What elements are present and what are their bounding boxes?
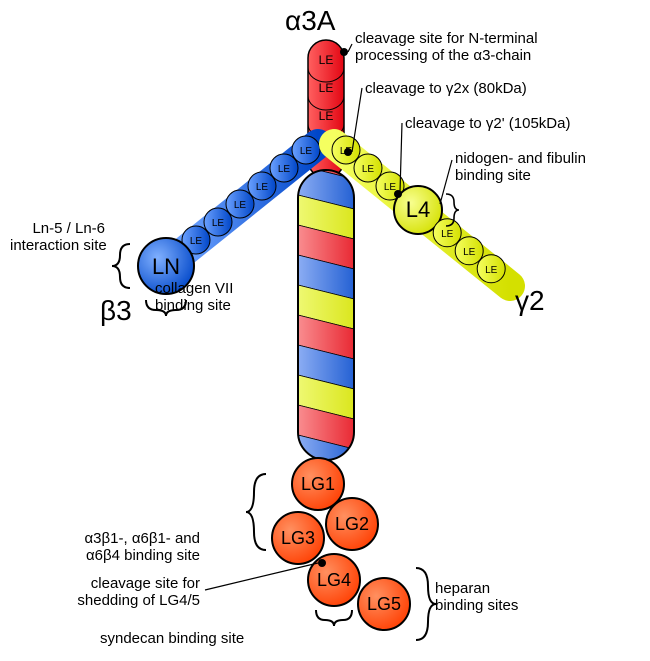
ln-label: LN: [152, 254, 180, 279]
brace-heparan: [416, 568, 436, 640]
cleave-alpha-annot: cleavage site for N-terminal processing …: [355, 30, 538, 65]
le-label: LE: [278, 164, 291, 175]
heparan-annot: heparan binding sites: [435, 580, 518, 615]
nidogen-annot: nidogen- and fibulin binding site: [455, 150, 586, 185]
leader-line: [205, 563, 318, 590]
leader-line: [348, 44, 352, 52]
le-label: LE: [319, 109, 334, 123]
le-label: LE: [256, 182, 269, 193]
syndecan-annot: syndecan binding site: [100, 630, 244, 647]
cleavage-dot: [394, 190, 402, 198]
leader-line: [440, 160, 452, 204]
le-label: LE: [300, 146, 313, 157]
alpha-chain-label: α3A: [285, 5, 335, 37]
gamma-chain-label: γ2: [515, 285, 545, 317]
beta-chain-label: β3: [100, 295, 132, 327]
lg-label: LG1: [301, 474, 335, 494]
brace-syndecan: [316, 610, 352, 626]
ln56-annot: Ln-5 / Ln-6 interaction site: [10, 220, 105, 255]
cleavage-dot: [318, 559, 326, 567]
cleavage-dot: [340, 48, 348, 56]
integrin-annot: α3β1-, α6β1- and α6β4 binding site: [60, 530, 200, 565]
cleave-g2x-annot: cleavage to γ2x (80kDa): [365, 80, 527, 97]
cleave-g2p-annot: cleavage to γ2' (105kDa): [405, 115, 570, 132]
le-label: LE: [362, 164, 375, 175]
cleavage-dot: [344, 148, 352, 156]
le-label: LE: [485, 265, 498, 276]
col7-annot: collagen VII binding site: [155, 280, 233, 315]
le-label: LE: [212, 218, 225, 229]
brace-ln56: [112, 244, 130, 288]
shed-annot: cleavage site for shedding of LG4/5: [50, 575, 200, 610]
lg-label: LG4: [317, 570, 351, 590]
lg-label: LG2: [335, 514, 369, 534]
lg-label: LG5: [367, 594, 401, 614]
l4-label: L4: [406, 197, 430, 222]
le-label: LE: [190, 236, 203, 247]
brace-integrin: [246, 474, 266, 550]
le-label: LE: [441, 229, 454, 240]
le-label: LE: [463, 247, 476, 258]
le-label: LE: [319, 53, 334, 67]
lg-label: LG3: [281, 528, 315, 548]
le-label: LE: [319, 81, 334, 95]
le-label: LE: [234, 200, 247, 211]
le-label: LE: [384, 182, 397, 193]
